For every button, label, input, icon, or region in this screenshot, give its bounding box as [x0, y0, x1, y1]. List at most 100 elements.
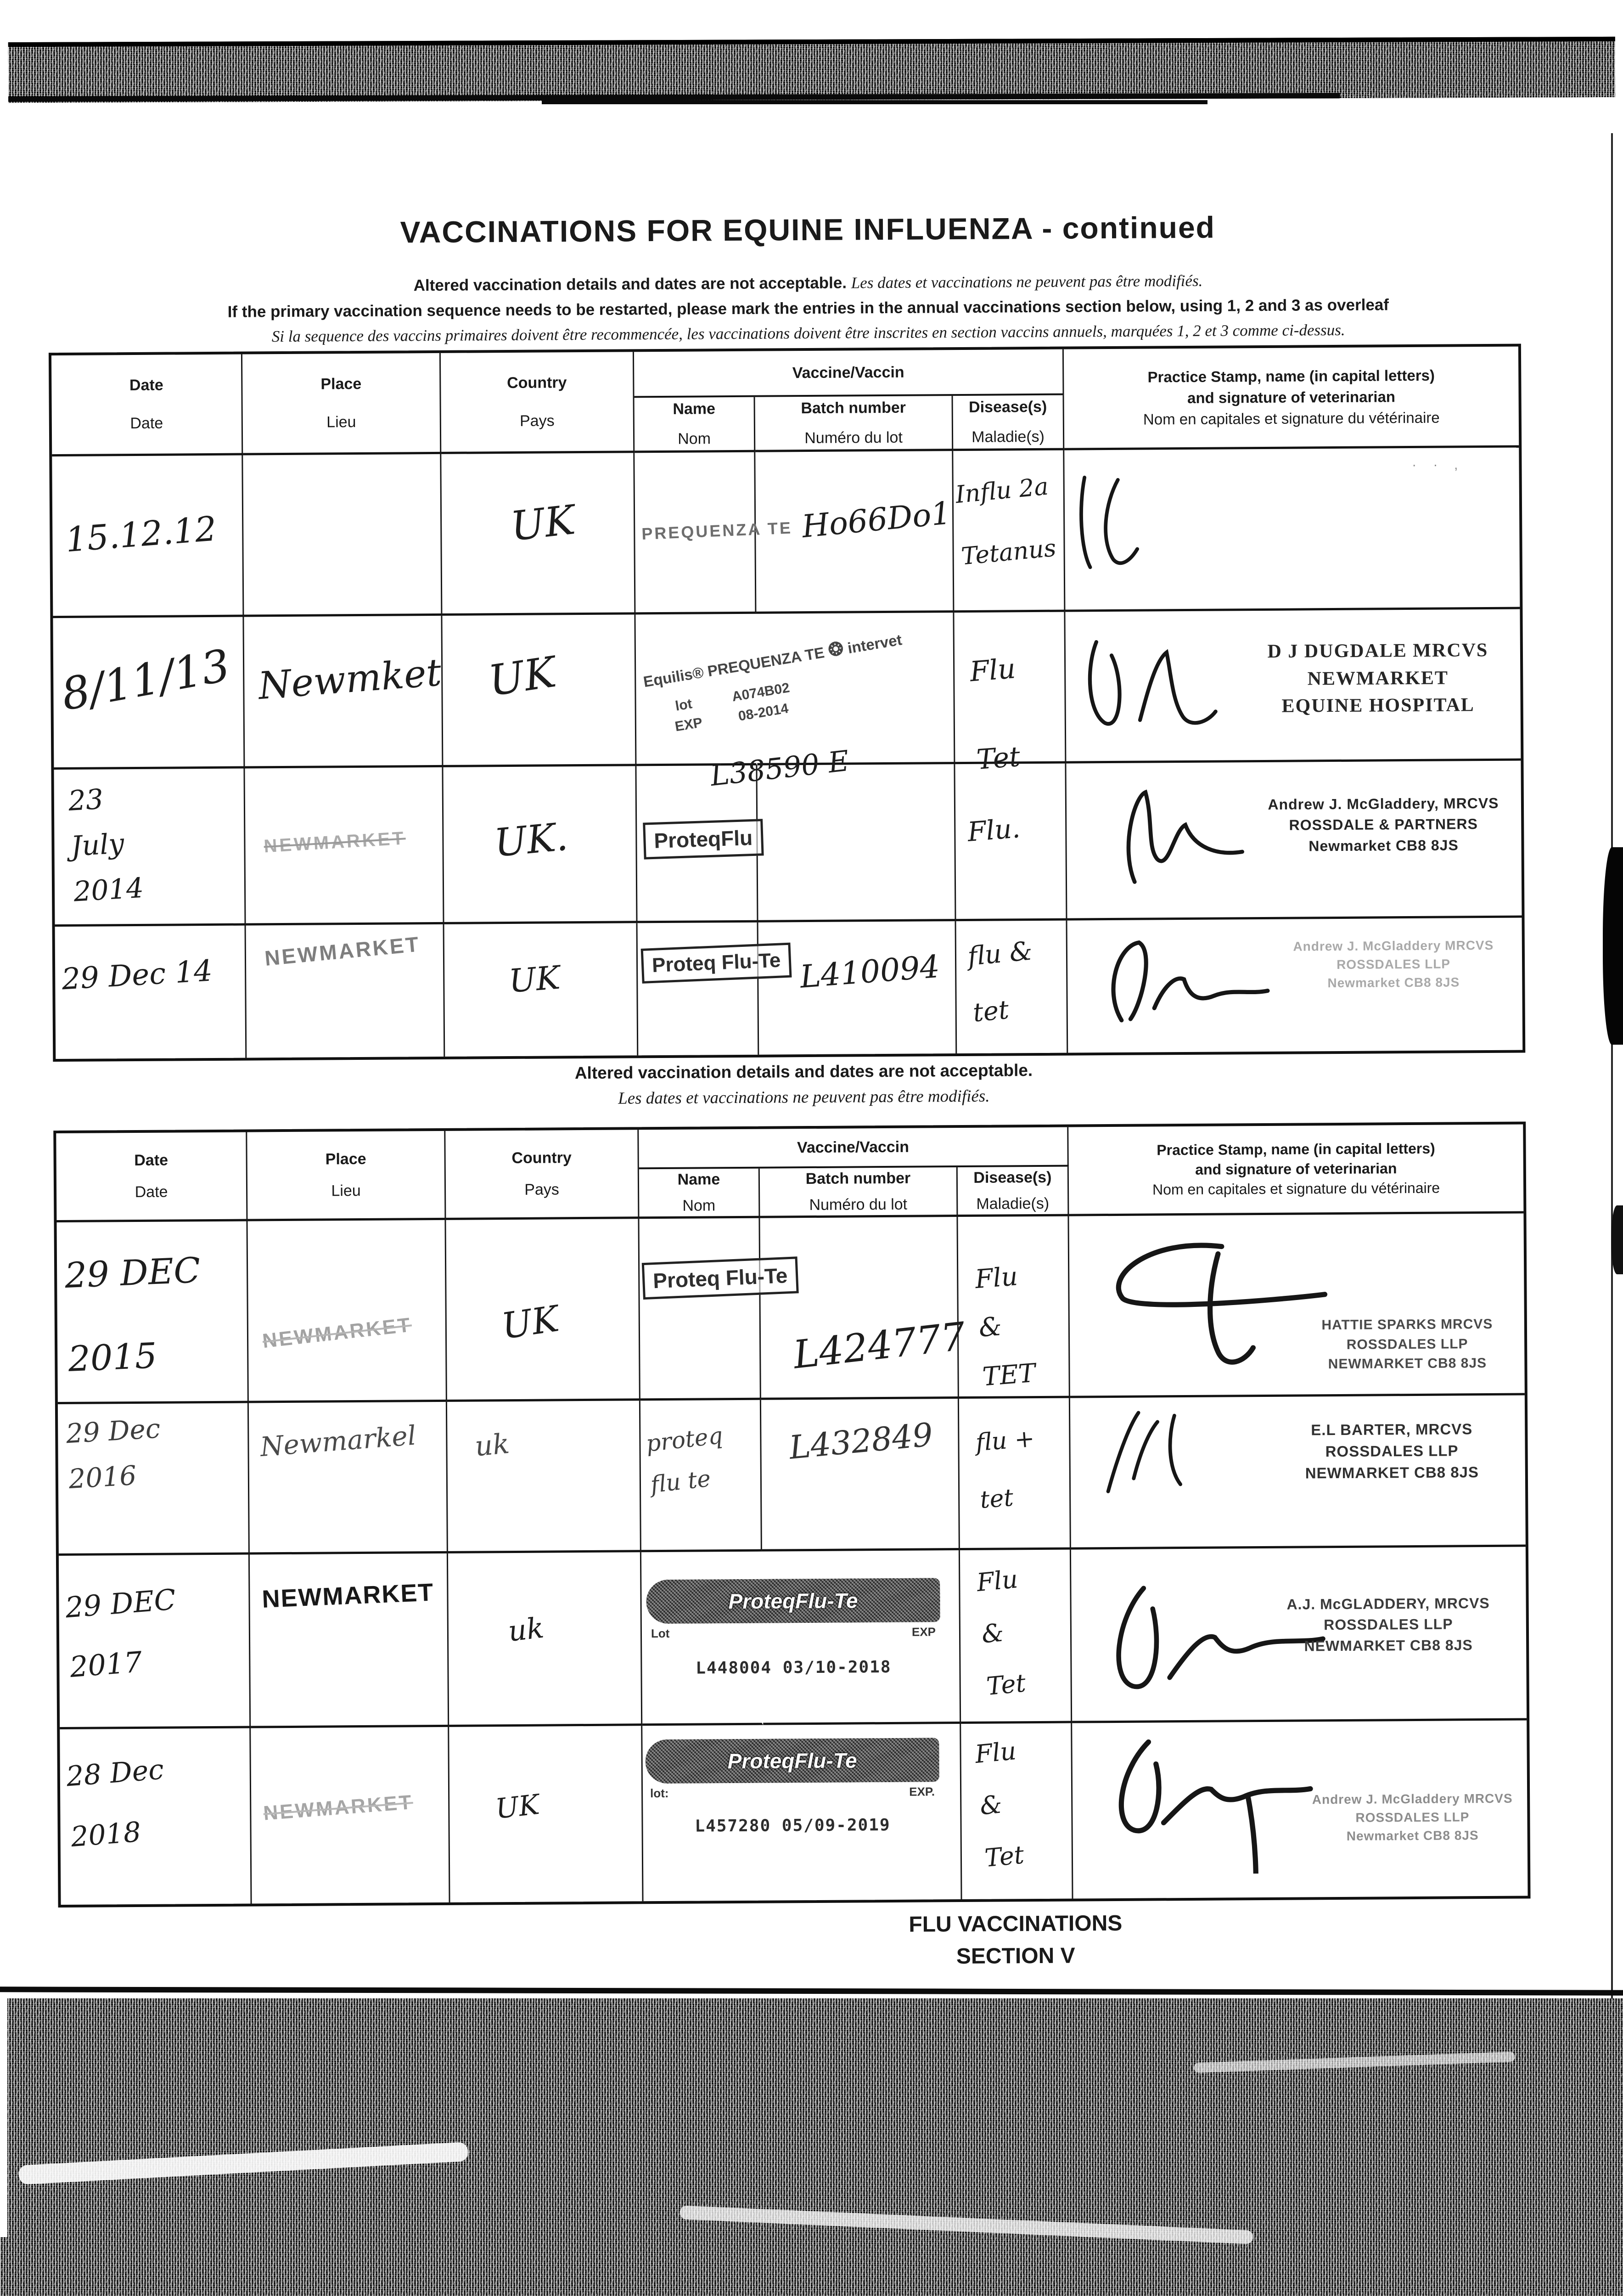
disease-handwritten: Flu. [966, 812, 1022, 848]
header-disease-fr: Maladie(s) [972, 428, 1045, 446]
handwritten-country: UK [507, 958, 562, 1000]
table-row3-stamp-cell: Andrew J. McGladdery, MRCVS ROSSDALE & P… [1066, 760, 1522, 921]
header-stamp-line2: and signature of veterinarian [1195, 1160, 1397, 1178]
header-place-fr: Lieu [331, 1182, 361, 1199]
batch-number-handwritten: L424777 [791, 1313, 968, 1378]
handwritten-country: UK [508, 496, 578, 550]
practice-stamp: A.J. McGLADDERY, MRCVS ROSSDALES LLP NEW… [1286, 1594, 1490, 1654]
column-header-place: Place Lieu [242, 353, 442, 456]
scan-artifact-bottom-band [0, 1998, 1623, 2296]
column-header-country: Country Pays [445, 1130, 640, 1220]
header-country-fr: Pays [519, 411, 555, 430]
table-row1-disease-cell: Flu & TET [958, 1216, 1070, 1399]
signature-scribble [1079, 475, 1140, 569]
lot-number-line: L457280 05/09-2019 [695, 1815, 891, 1836]
place-stamp: NEWMARKET [261, 1578, 435, 1613]
header-name-en: Name [673, 400, 716, 418]
scan-artifact-right-blob-2 [1611, 1205, 1623, 1274]
handwritten-date: 29 DEC 2017 [64, 1582, 177, 1684]
table-row1-country-cell: UK [446, 1219, 640, 1402]
place-stamp-faint: NEWMARKET [261, 1313, 413, 1353]
exp-label: EXP [911, 1625, 936, 1639]
batch-number-handwritten: Ho66Do1 [800, 495, 953, 546]
header-name-fr: Nom [682, 1196, 716, 1215]
practice-stamp-faint: Andrew J. McGladdery MRCVS ROSSDALES LLP… [1293, 938, 1494, 990]
column-header-practice-stamp: Practice Stamp, name (in capital letters… [1068, 1124, 1524, 1216]
table-row4-place-cell: NEWMARKET [251, 1727, 450, 1904]
lot-value: A074B02 [730, 680, 791, 705]
faint-ink-dots: · · ‚ [1412, 457, 1464, 473]
signature-scribble [1111, 940, 1270, 1023]
table-row1-batch-cell: L424777 [760, 1217, 968, 1400]
header-stamp-line3: Nom en capitales et signature du vétérin… [1143, 409, 1440, 428]
lot-number-line: L448004 03/10-2018 [696, 1657, 892, 1678]
handwritten-date: 15.12.12 [64, 509, 218, 560]
mid-note-en-text: Altered vaccination details and dates ar… [574, 1061, 1033, 1083]
header-disease-en: Disease(s) [973, 1168, 1052, 1187]
batch-number-handwritten: L432849 [787, 1415, 935, 1467]
header-name-en: Name [677, 1170, 720, 1188]
column-header-vaccine: Vaccine/Vaccin [639, 1127, 1069, 1170]
header-place-en: Place [320, 375, 362, 393]
header-vaccine-text: Vaccine/Vaccin [792, 363, 904, 382]
table-row1-place-cell [243, 454, 443, 617]
handwritten-date: 29 DEC 2015 [64, 1249, 202, 1380]
table-row2-disease-cell: flu + tet [959, 1398, 1071, 1551]
column-header-practice-stamp: Practice Stamp, name (in capital letters… [1063, 346, 1519, 450]
table-row2-batch-cell: L432849 [761, 1399, 960, 1552]
signature-scribble [1118, 1739, 1313, 1875]
place-stamp-faint: NEWMARKET [263, 828, 406, 857]
table-row4-stamp-cell: Andrew J. McGladdery MRCVS ROSSDALES LLP… [1067, 918, 1523, 1053]
scan-artifact-top-edge-2 [542, 100, 1207, 104]
table-row2-stamp-cell: E.L BARTER, MRCVS ROSSDALES LLP NEWMARKE… [1070, 1395, 1526, 1550]
handwritten-date: 28 Dec 2018 [65, 1753, 165, 1854]
table-row4-batch-cell: L410094 [758, 921, 957, 1055]
table-row3-disease-cell: Flu & Tet [960, 1549, 1073, 1724]
footer-line-2: SECTION V [956, 1943, 1075, 1969]
table-row3-country-cell: UK. [443, 766, 638, 924]
handwritten-country: uk [473, 1427, 511, 1463]
table-row2-place-cell: Newmket [244, 615, 444, 769]
disease-handwritten: Influ 2a Tetanus [954, 473, 1057, 571]
place-stamp: NEWMARKET [264, 932, 421, 970]
table-row4-disease-cell: Flu & Tet [961, 1723, 1073, 1900]
disease-handwritten: Flu & Tet [975, 1564, 1027, 1701]
table-row2-stamp-cell: D J DUGDALE MRCVS NEWMARKET EQUINE HOSPI… [1065, 609, 1521, 764]
table-row1-vaccine-name-cell: PREQUENZA TE [635, 452, 793, 615]
handwritten-country: UK. [492, 814, 570, 866]
header-batch-fr: Numéro du lot [809, 1195, 908, 1214]
header-name-fr: Nom [678, 429, 711, 448]
instruction-line-2-text: If the primary vaccination sequence need… [227, 295, 1389, 321]
scan-artifact-right-blob [1603, 847, 1623, 1045]
table-row4-vaccine-name-cell: Proteq Flu-Te [637, 922, 792, 1056]
column-header-name: Name Nom [634, 397, 756, 453]
column-header-country: Country Pays [440, 352, 635, 454]
vaccination-table-bottom: Date Date Place Lieu Country Pays Vaccin… [53, 1121, 1531, 1908]
table-row2-date-cell: 8/11/13 [53, 617, 245, 770]
handwritten-country: uk [506, 1610, 546, 1648]
disease-handwritten: Flu & Tet [973, 1736, 1026, 1873]
table-row1-disease-cell: Influ 2a Tetanus [953, 450, 1066, 613]
table-row4-country-cell: UK [444, 923, 639, 1057]
header-disease-en: Disease(s) [968, 398, 1047, 416]
table-row2-country-cell: uk [447, 1401, 641, 1553]
footer-line-1: FLU VACCINATIONS [909, 1911, 1123, 1937]
handwritten-country: UK [485, 647, 559, 706]
instruction-line-1-fr: Les dates et vaccinations ne peuvent pas… [851, 271, 1203, 292]
table-row3-batch-cell [757, 764, 956, 923]
header-date-en: Date [129, 376, 163, 394]
vaccine-name-handwritten: proteq flu te [645, 1422, 724, 1498]
handwritten-date: 8/11/13 [57, 639, 234, 721]
batch-number-handwritten: L410094 [798, 948, 941, 996]
exp-label: EXP [674, 715, 703, 735]
header-stamp-line3: Nom en capitales et signature du vétérin… [1152, 1179, 1440, 1198]
table-row4-date-cell: 28 Dec 2018 [60, 1728, 252, 1905]
signature-scribble [1126, 789, 1244, 884]
header-place-fr: Lieu [326, 413, 356, 431]
vaccine-name-boxed-stamp: Proteq Flu-Te [641, 1256, 799, 1300]
instructions-block: Altered vaccination details and dates ar… [23, 266, 1594, 351]
vaccine-sticker-label: ProteqFlu-Te [645, 1738, 939, 1784]
mid-note-fr-text: Les dates et vaccinations ne peuvent pas… [618, 1086, 990, 1108]
table-row3-stamp-cell: A.J. McGLADDERY, MRCVS ROSSDALES LLP NEW… [1071, 1547, 1527, 1723]
table-row4-date-cell: 29 Dec 14 [55, 925, 247, 1059]
